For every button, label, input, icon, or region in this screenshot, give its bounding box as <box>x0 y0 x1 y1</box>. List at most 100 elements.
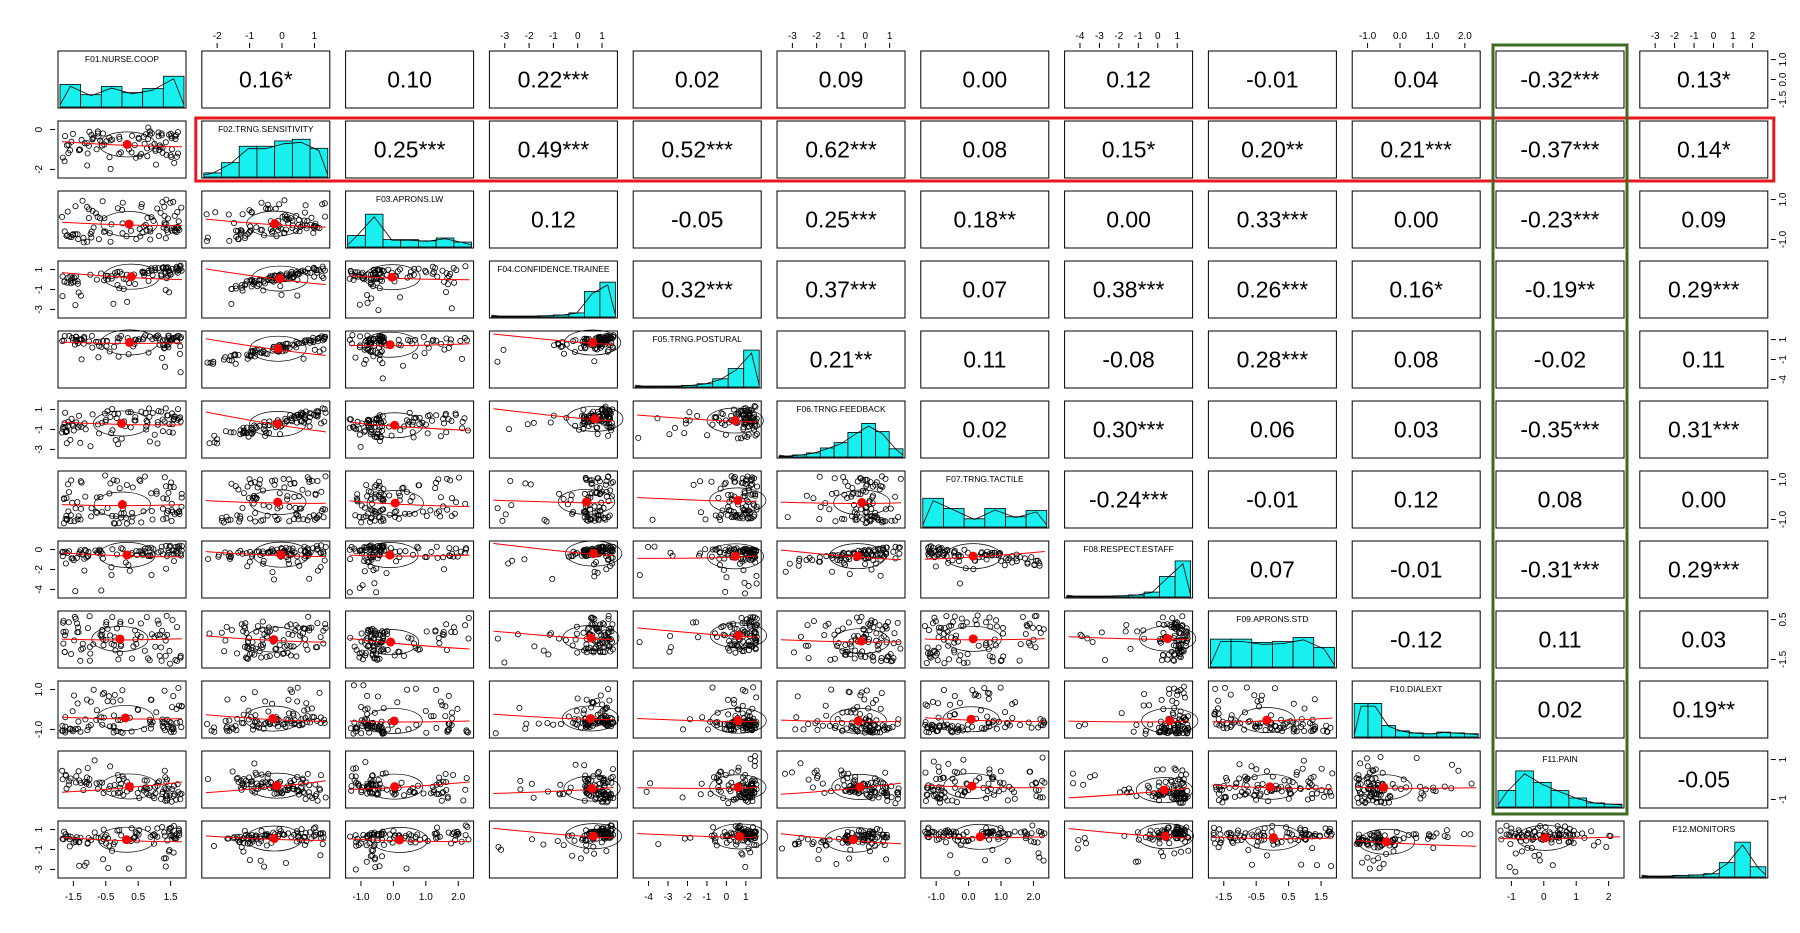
scatter-point <box>984 713 991 720</box>
panel-frame <box>488 260 618 319</box>
scatter-point <box>457 337 464 344</box>
scatter-point <box>174 150 181 157</box>
scatter-point <box>71 274 78 281</box>
scatter-point <box>222 637 229 644</box>
scatter-point <box>406 510 413 517</box>
panel-2-8: 0.15* <box>1064 120 1194 179</box>
scatter-point <box>260 517 267 524</box>
scatter-point <box>935 714 942 721</box>
scatter-point <box>433 686 440 693</box>
scatter-point <box>943 613 950 620</box>
scatter-point <box>163 515 170 522</box>
scatter-point <box>75 513 82 520</box>
scatter-point <box>879 473 886 480</box>
scatter-point <box>166 421 173 428</box>
scatter-point <box>101 410 108 417</box>
scatter-point <box>104 698 111 705</box>
correlation-value: 0.32*** <box>661 277 733 303</box>
panel-frame <box>1207 190 1337 249</box>
scatter-point <box>175 685 182 692</box>
scatter-point <box>635 434 642 441</box>
histogram-bar <box>1272 641 1294 668</box>
scatter-point <box>507 477 514 484</box>
scatter-point <box>168 479 175 486</box>
scatter-point <box>1079 633 1086 640</box>
scatter-point <box>423 628 430 635</box>
scatter-point <box>260 426 267 433</box>
scatter-point <box>1141 691 1148 698</box>
scatter-point <box>252 509 259 516</box>
scatter-point <box>174 209 181 216</box>
centroid-dot <box>117 418 127 428</box>
scatter-point <box>725 711 732 718</box>
scatter-point <box>206 630 213 637</box>
scatter-point <box>135 336 142 343</box>
panel-9-12: 0.03 <box>1639 610 1769 669</box>
loess-curve <box>61 341 183 344</box>
scatter-point <box>321 418 328 425</box>
histogram-bar <box>943 508 965 528</box>
centroid-dot <box>733 716 743 726</box>
scatter-point <box>363 419 370 426</box>
scatter-point <box>63 495 70 502</box>
scatter-point <box>269 700 276 707</box>
histogram-bar <box>238 145 258 178</box>
panel-frame <box>1495 50 1625 109</box>
scatter-point <box>441 278 448 285</box>
scatter-point <box>233 233 240 240</box>
scatter-point <box>1155 620 1162 627</box>
scatter-point <box>400 484 407 491</box>
panel-6-7: 0.02 <box>920 400 1050 459</box>
panel-1-12: 0.13* <box>1639 50 1769 109</box>
scatter-point <box>165 489 172 496</box>
scatter-point <box>751 426 758 433</box>
panel-frame <box>1639 400 1769 459</box>
loess-curve <box>349 720 470 723</box>
centroid-dot <box>268 714 278 724</box>
scatter-point <box>730 406 737 413</box>
scatter-point <box>370 420 377 427</box>
panel-7-9: -0.01 <box>1207 470 1337 529</box>
loess-curve <box>493 333 614 345</box>
scatter-point <box>68 651 75 658</box>
scatter-point <box>699 714 706 721</box>
scatter-point <box>582 345 589 352</box>
scatter-point <box>462 500 469 507</box>
scatter-point <box>1271 685 1278 692</box>
scatter-point <box>399 362 406 369</box>
scatter-point <box>383 570 390 577</box>
panel-frame <box>920 120 1050 179</box>
scatter-point <box>170 416 177 423</box>
scatter-point <box>322 409 329 416</box>
scatter-point <box>250 492 257 499</box>
histogram-bar <box>418 240 437 248</box>
scatter-point <box>522 480 529 487</box>
scatter-point <box>602 407 609 414</box>
histogram-bar <box>274 140 293 178</box>
scatter-point <box>71 692 78 699</box>
scatter-point <box>356 301 363 308</box>
panel-6-8: 0.30*** <box>1064 400 1194 459</box>
scatter-point <box>377 507 384 514</box>
density-curve <box>635 352 760 387</box>
scatter-point <box>164 412 171 419</box>
scatter-point <box>240 428 247 435</box>
panel-frame <box>632 680 762 739</box>
panel-frame <box>201 120 331 179</box>
scatter-point <box>276 490 283 497</box>
scatter-point <box>753 694 760 701</box>
scatter-point <box>463 775 470 782</box>
scatter-point <box>1028 724 1035 731</box>
scatter-point <box>395 341 402 348</box>
scatter-point <box>102 472 109 479</box>
scatter-point <box>572 348 579 355</box>
scatter-point <box>444 281 451 288</box>
scatter-point <box>170 484 177 491</box>
scatter-point <box>253 224 260 231</box>
scatter-point <box>318 507 325 514</box>
scatter-point <box>88 505 95 512</box>
scatter-point <box>305 418 312 425</box>
scatter-point <box>319 201 326 208</box>
scatter-point <box>894 619 901 626</box>
scatter-point <box>162 287 169 294</box>
